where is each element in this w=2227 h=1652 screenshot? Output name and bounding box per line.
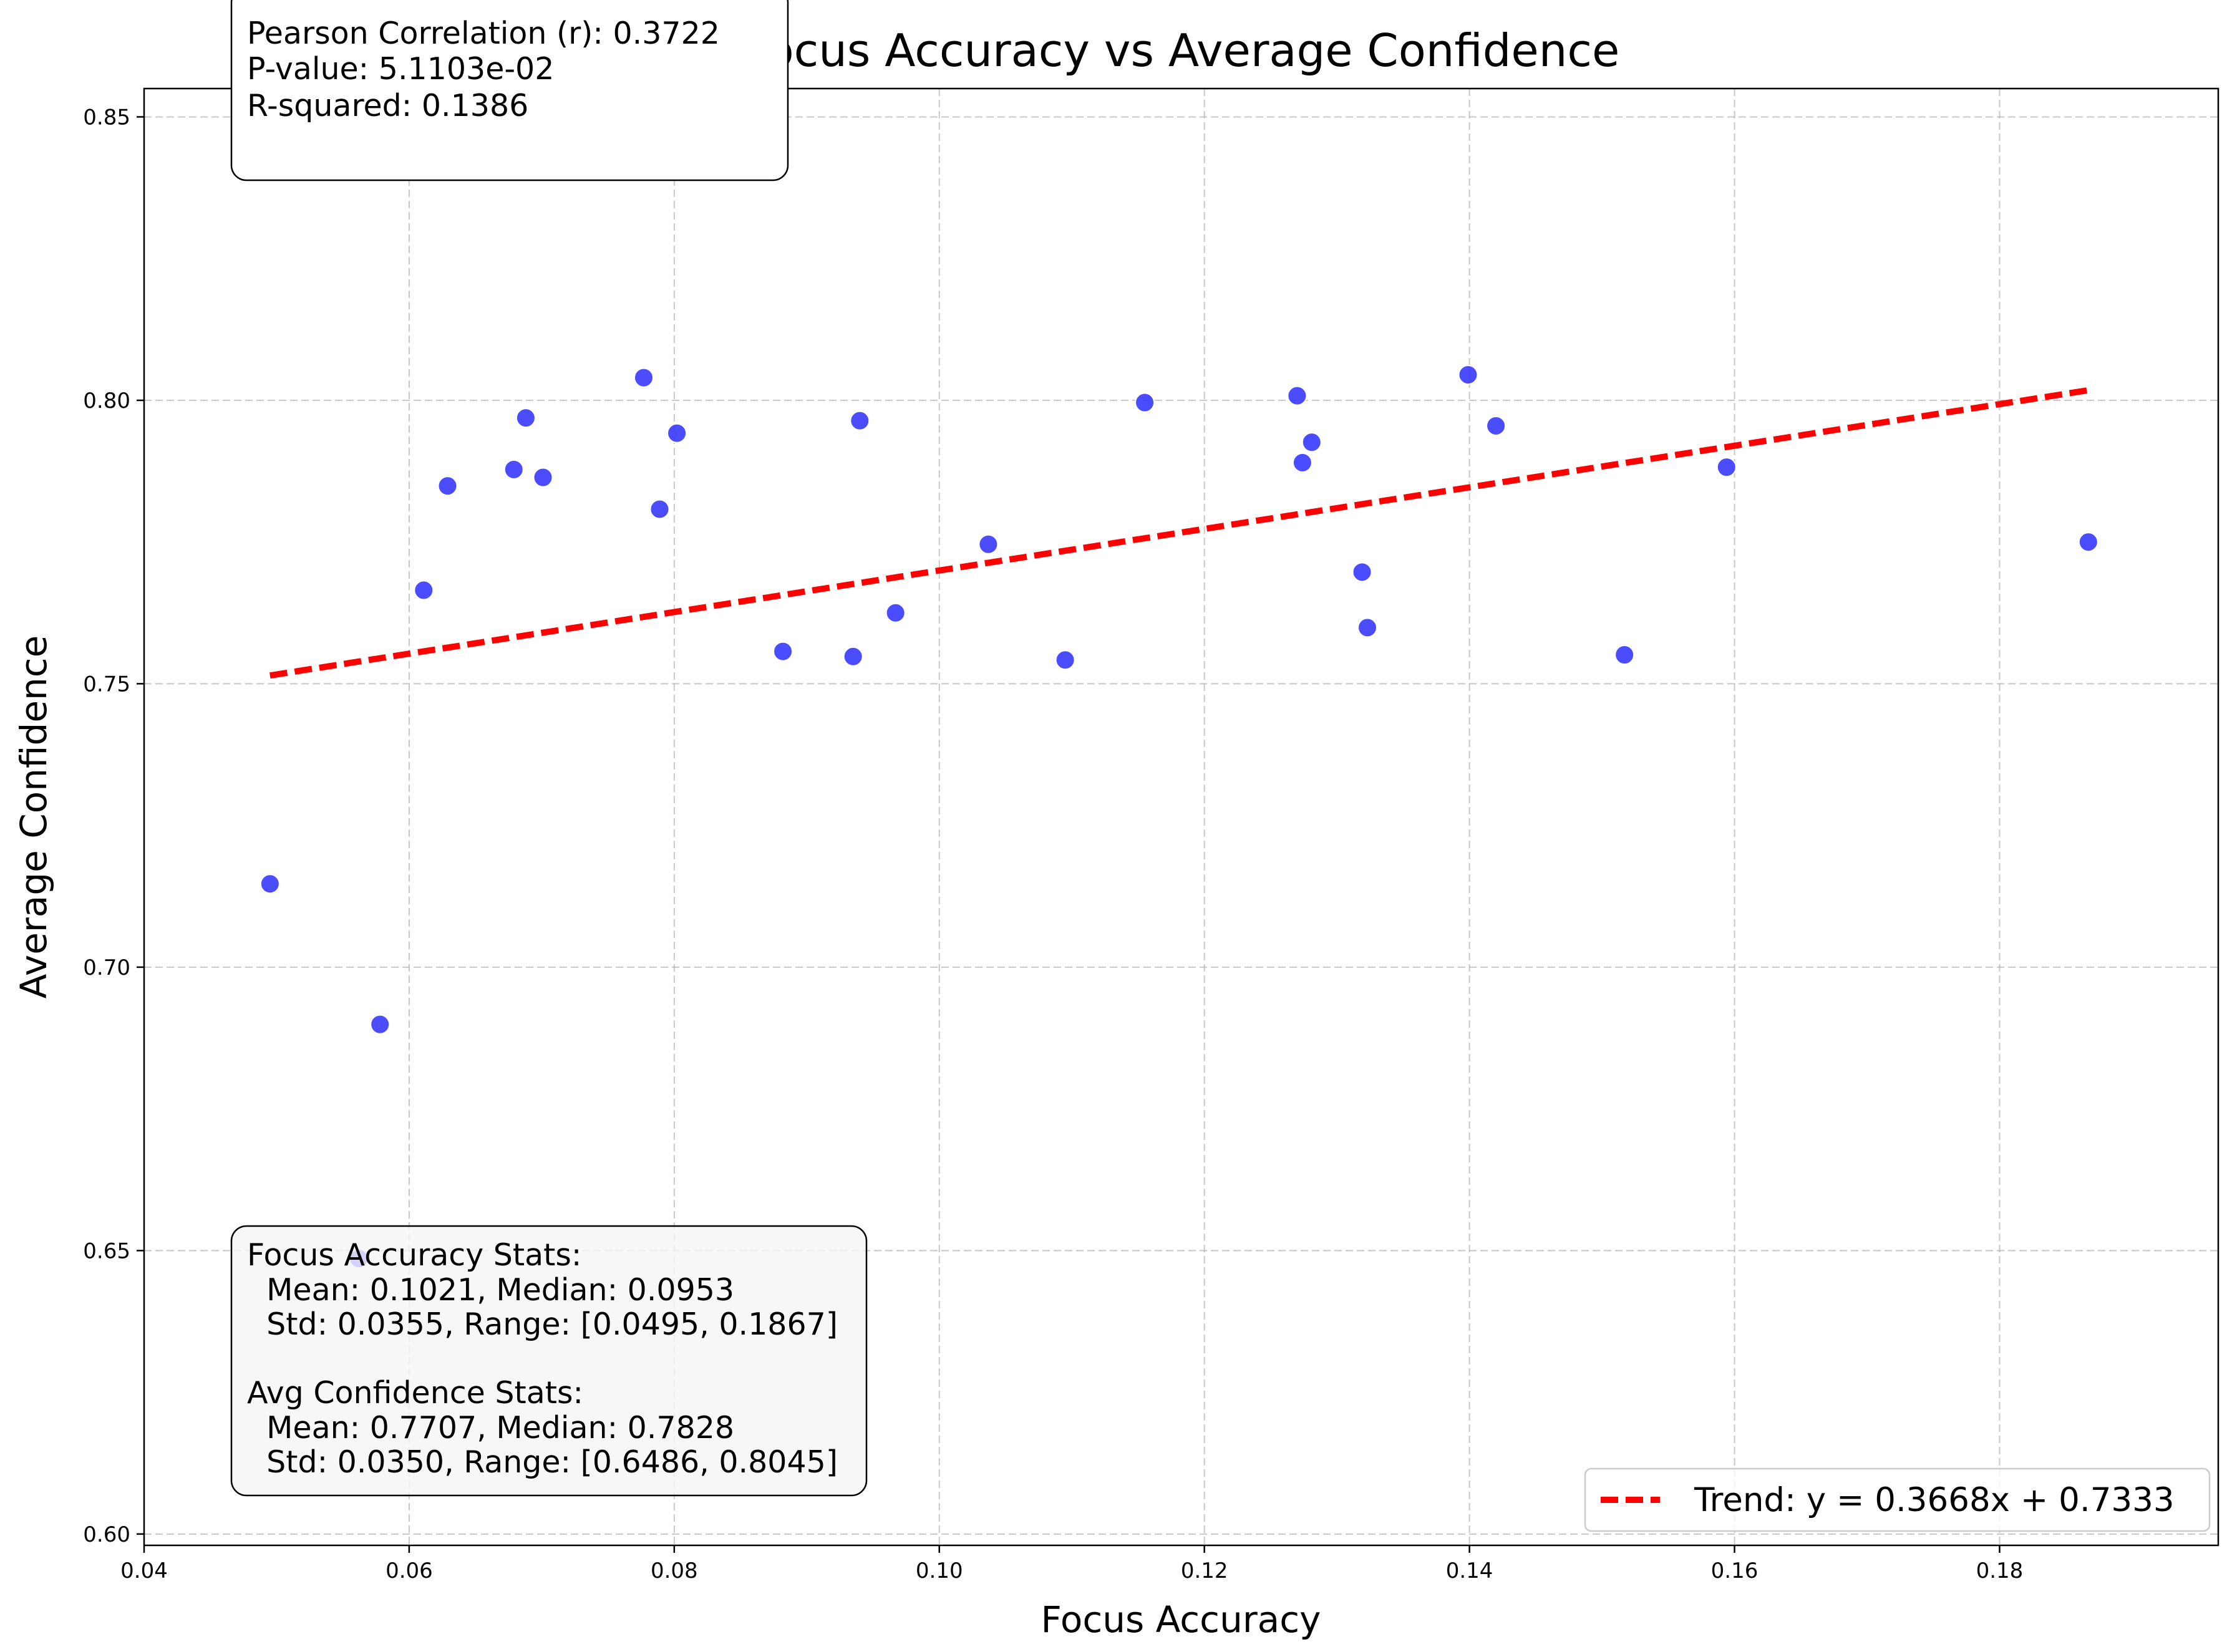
data-point [633, 367, 654, 388]
summary-stats-line: Avg Confidence Stats: [247, 1375, 583, 1411]
summary-stats-line: Std: 0.0355, Range: [0.0495, 0.1867] [247, 1307, 838, 1342]
x-tick-label: 0.04 [120, 1558, 168, 1583]
y-tick-label: 0.85 [83, 105, 130, 130]
summary-stats-box-frame [230, 1225, 868, 1497]
data-point [414, 580, 434, 601]
data-point [260, 874, 280, 894]
data-point [885, 602, 906, 623]
data-point [843, 646, 863, 667]
trend-line [269, 387, 2089, 679]
x-tick-label: 0.16 [1711, 1558, 1759, 1583]
y-tick-label: 0.70 [83, 955, 130, 980]
data-point [1292, 452, 1312, 473]
data-point [533, 467, 553, 488]
data-point [1287, 385, 1308, 406]
summary-stats-line: Std: 0.0350, Range: [0.6486, 0.8045] [247, 1444, 838, 1480]
axis-ticks: 0.04 0.06 0.08 0.10 0.12 0.14 0.16 0.18 0.60 0.65… [83, 105, 2023, 1583]
data-point [515, 408, 536, 428]
data-point [1716, 457, 1737, 478]
summary-stats-line: Mean: 0.1021, Median: 0.0953 [247, 1272, 734, 1308]
y-tick-label: 0.60 [83, 1522, 130, 1547]
correlation-stats-box: Pearson Correlation (r): 0.3722 P-value:… [230, 0, 789, 181]
legend-frame [1584, 1467, 2211, 1532]
x-tick-label: 0.12 [1181, 1558, 1228, 1583]
x-tick-label: 0.06 [386, 1558, 433, 1583]
data-point [1135, 392, 1155, 413]
summary-stats-line: Focus Accuracy Stats: [247, 1237, 581, 1273]
y-axis-label: Average Confidence [12, 635, 55, 999]
data-point [437, 476, 458, 496]
legend: Trend: y = 0.3668x + 0.7333 [1584, 1467, 2211, 1532]
correlation-stats-line: Pearson Correlation (r): 0.3722 [247, 16, 720, 51]
trend-layer [269, 387, 2089, 679]
plot-area-frame [143, 87, 2220, 1547]
data-point [667, 423, 687, 443]
data-point [1352, 562, 1372, 582]
data-point [1458, 365, 1478, 385]
data-point [649, 499, 670, 519]
data-point [1357, 617, 1378, 638]
data-point [2078, 532, 2098, 553]
points-layer [260, 365, 2098, 1269]
data-point [1614, 645, 1635, 665]
correlation-stats-line: R-squared: 0.1386 [247, 88, 528, 123]
data-point [1301, 432, 1322, 453]
summary-stats-line: Mean: 0.7707, Median: 0.7828 [247, 1410, 734, 1446]
data-point [850, 410, 870, 431]
x-tick-label: 0.08 [651, 1558, 698, 1583]
y-tick-label: 0.65 [83, 1239, 130, 1263]
x-axis-label: Focus Accuracy [1041, 1598, 1321, 1641]
x-tick-label: 0.18 [1976, 1558, 2024, 1583]
data-point [1055, 650, 1075, 670]
data-point [773, 641, 793, 662]
data-point [1486, 415, 1506, 436]
data-point [503, 459, 524, 480]
chart-title: Focus Accuracy vs Average Confidence [742, 24, 1620, 77]
summary-stats-box: Focus Accuracy Stats: Mean: 0.1021, Medi… [230, 1225, 868, 1497]
y-tick-label: 0.75 [83, 672, 130, 697]
x-tick-label: 0.10 [916, 1558, 963, 1583]
legend-trend-label: Trend: y = 0.3668x + 0.7333 [1694, 1481, 2175, 1519]
x-tick-label: 0.14 [1446, 1558, 1493, 1583]
grid [143, 89, 2218, 1545]
correlation-stats-box-frame [230, 0, 789, 181]
y-tick-label: 0.80 [83, 389, 130, 413]
correlation-stats-line: P-value: 5.1103e-02 [247, 51, 554, 87]
data-point [370, 1014, 391, 1035]
data-point [978, 534, 999, 554]
